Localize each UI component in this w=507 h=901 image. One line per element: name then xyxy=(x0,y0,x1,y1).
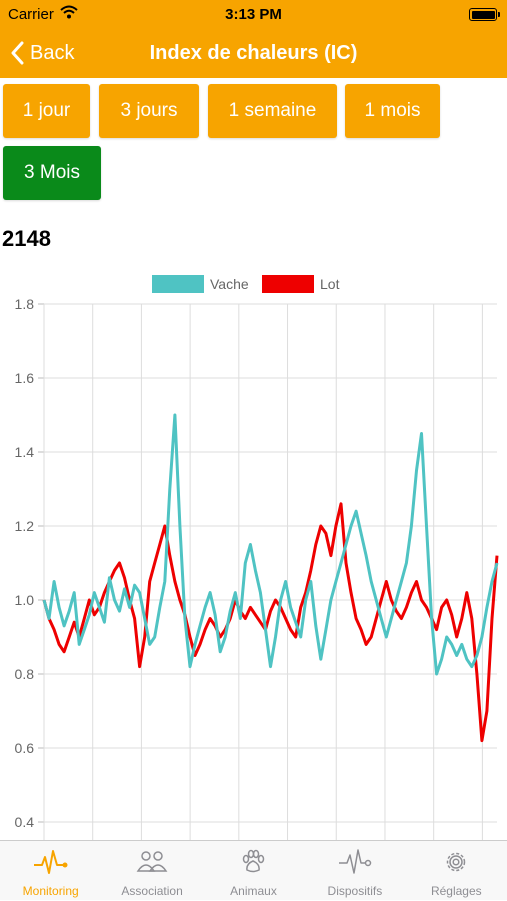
heat-index-chart: 0.4 0.6 0.8 1.0 1.2 1.4 1.6 1.8 Vache Lot xyxy=(0,262,507,840)
series-line-vache xyxy=(42,413,499,676)
y-tick-label: 1.2 xyxy=(15,518,35,534)
navigation-bar: Back Index de chaleurs (IC) xyxy=(0,30,507,78)
tab-reglages[interactable]: Réglages xyxy=(406,841,507,901)
range-button-3-mois[interactable]: 3 Mois xyxy=(3,146,101,200)
tab-label: Animaux xyxy=(230,884,277,898)
wifi-icon xyxy=(60,5,78,23)
status-bar: Carrier 3:13 PM xyxy=(0,0,507,30)
device-pulse-icon xyxy=(304,847,405,877)
series-line-lot xyxy=(42,502,499,743)
range-button-1-jour[interactable]: 1 jour xyxy=(3,84,90,138)
tab-association[interactable]: Association xyxy=(101,841,202,901)
legend-label-vache: Vache xyxy=(210,276,249,292)
tab-animaux[interactable]: Animaux xyxy=(203,841,304,901)
status-time: 3:13 PM xyxy=(225,6,282,23)
back-button[interactable]: Back xyxy=(10,38,74,68)
tab-label: Réglages xyxy=(430,884,482,898)
tab-label: Dispositifs xyxy=(327,884,383,898)
gear-icon xyxy=(406,847,507,877)
battery-icon xyxy=(469,8,500,21)
y-tick-label: 0.4 xyxy=(15,814,35,830)
y-tick-label: 1.0 xyxy=(15,592,35,608)
tab-label: Monitoring xyxy=(22,884,79,898)
chart-svg: 0.4 0.6 0.8 1.0 1.2 1.4 1.6 1.8 Vache Lot xyxy=(15,275,499,840)
carrier-label: Carrier xyxy=(8,6,54,23)
y-tick-label: 1.6 xyxy=(15,370,35,386)
group-icon xyxy=(101,847,202,877)
range-button-1-semaine[interactable]: 1 semaine xyxy=(208,84,337,138)
paw-icon xyxy=(203,847,304,877)
y-tick-label: 0.8 xyxy=(15,666,35,682)
range-button-1-mois[interactable]: 1 mois xyxy=(345,84,440,138)
animal-id: 2148 xyxy=(2,226,51,251)
heartbeat-icon xyxy=(0,847,101,877)
y-tick-label: 0.6 xyxy=(15,740,35,756)
y-tick-label: 1.8 xyxy=(15,296,35,312)
tab-label: Association xyxy=(121,884,183,898)
range-button-3-jours[interactable]: 3 jours xyxy=(99,84,199,138)
legend-swatch-lot xyxy=(262,275,314,293)
tab-monitoring[interactable]: Monitoring xyxy=(0,841,101,901)
tab-bar: Monitoring Association Animaux xyxy=(0,840,507,900)
back-label: Back xyxy=(30,41,75,64)
legend-label-lot: Lot xyxy=(320,276,340,292)
page-title: Index de chaleurs (IC) xyxy=(149,42,358,64)
chevron-left-icon xyxy=(11,41,24,65)
y-tick-label: 1.4 xyxy=(15,444,35,460)
tab-dispositifs[interactable]: Dispositifs xyxy=(304,841,405,901)
legend-swatch-vache xyxy=(152,275,204,293)
